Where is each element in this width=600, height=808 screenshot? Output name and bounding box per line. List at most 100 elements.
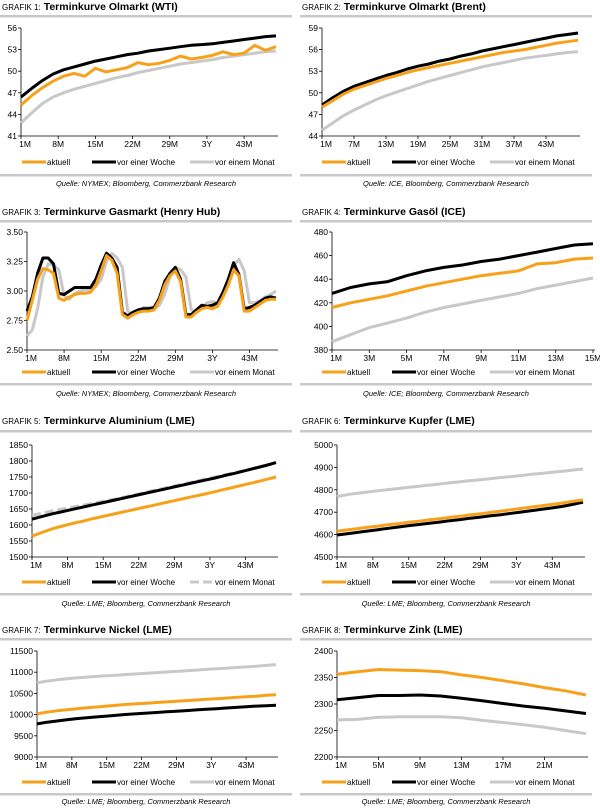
y-tick-label: 10500 xyxy=(9,688,33,698)
x-tick-label: 9M xyxy=(414,760,426,770)
series-line-vor-einem-monat xyxy=(336,715,587,736)
x-tick-label: 43M xyxy=(238,760,255,770)
y-tick-label: 480 xyxy=(314,227,328,237)
legend-item: vor einem Monat xyxy=(190,778,275,787)
legend-label: vor einem Monat xyxy=(515,778,575,787)
y-tick-label: 1700 xyxy=(9,488,28,498)
y-tick-label: 2.75 xyxy=(6,316,23,326)
x-tick-label: 37M xyxy=(506,139,523,149)
chart-title-text: Terminkurve Kupfer (LME) xyxy=(344,415,475,427)
series-line-vor-einer-woche xyxy=(336,500,584,537)
legend-label: aktuell xyxy=(347,368,370,377)
title-rule xyxy=(300,220,592,223)
series-line-vor-einer-woche xyxy=(20,34,277,99)
y-tick-label: 50 xyxy=(309,88,319,98)
x-tick-label: 13M xyxy=(453,760,470,770)
title-rule xyxy=(0,430,292,433)
chart-panel-6: GRAFIK 6: Terminkurve Kupfer (LME) 4500 460… xyxy=(300,415,592,608)
chart-title: GRAFIK 5: Terminkurve Aluminium (LME) xyxy=(2,415,195,427)
x-tick-label: 29M xyxy=(166,560,183,570)
y-tick-label: 10000 xyxy=(9,710,33,720)
x-tick-label: 13M xyxy=(547,353,564,363)
legend-item: vor einer Woche xyxy=(92,368,176,377)
chart-label: GRAFIK 2: xyxy=(302,3,341,12)
y-tick-label: 4800 xyxy=(314,485,333,495)
legend-item: vor einem Monat xyxy=(190,158,275,167)
y-tick-label: 3.50 xyxy=(6,227,23,237)
x-tick-label: 15M xyxy=(585,353,600,363)
legend-label: aktuell xyxy=(47,368,70,377)
y-tick-label: 1600 xyxy=(9,520,28,530)
y-tick-label: 400 xyxy=(314,321,328,331)
legend-item: aktuell xyxy=(322,368,370,377)
y-tick-label: 47 xyxy=(309,109,319,119)
x-tick-label: 15M xyxy=(95,560,112,570)
y-tick-label: 56 xyxy=(309,45,319,55)
source-rule xyxy=(0,793,292,796)
y-tick-label: 4700 xyxy=(314,507,333,517)
chart-title-text: Terminkurve Nickel (LME) xyxy=(44,624,172,636)
x-tick-label: 3Y xyxy=(206,760,217,770)
source-note: Quelle: LME; Bloomberg, Commerzbank Rese… xyxy=(62,797,231,806)
source-rule xyxy=(0,383,292,386)
legend-item: aktuell xyxy=(22,578,70,587)
legend-label: vor einem Monat xyxy=(215,578,275,587)
source-note: Quelle: ICE; Bloomberg, Commerzbank Rese… xyxy=(363,389,529,398)
series-line-aktuell xyxy=(31,475,277,538)
legend-label: vor einer Woche xyxy=(417,368,476,377)
x-tick-label: 7M xyxy=(348,139,360,149)
y-tick-label: 3.00 xyxy=(6,286,23,296)
legend-label: vor einem Monat xyxy=(215,158,275,167)
x-tick-label: 8M xyxy=(58,353,70,363)
y-tick-label: 4500 xyxy=(314,552,333,562)
x-tick-label: 3Y xyxy=(202,139,213,149)
x-tick-label: 5M xyxy=(373,760,385,770)
x-tick-label: 22M xyxy=(130,353,147,363)
y-tick-label: 56 xyxy=(8,23,18,33)
legend-item: aktuell xyxy=(322,578,370,587)
y-tick-label: 53 xyxy=(309,66,319,76)
x-tick-label: 29M xyxy=(472,560,489,570)
legend-item: vor einer Woche xyxy=(92,158,176,167)
series-line-vor-einem-monat xyxy=(36,663,277,685)
chart-label: GRAFIK 8: xyxy=(302,626,341,635)
legend-item: aktuell xyxy=(22,158,70,167)
legend-label: aktuell xyxy=(47,158,70,167)
x-tick-label: 29M xyxy=(161,139,178,149)
chart-label: GRAFIK 5: xyxy=(2,417,41,426)
source-note: Quelle: NYMEX; Bloomberg, Commerzbank Re… xyxy=(56,179,236,188)
legend-item: aktuell xyxy=(22,368,70,377)
chart-panel-8: GRAFIK 8: Terminkurve Zink (LME) 2200 2250 2… xyxy=(300,624,592,806)
x-tick-label: 22M xyxy=(133,760,150,770)
y-tick-label: 460 xyxy=(314,251,328,261)
legend-label: aktuell xyxy=(47,578,70,587)
chart-title-text: Terminkurve Gasöl (ICE) xyxy=(344,206,466,218)
y-tick-label: 1550 xyxy=(9,536,28,546)
legend-item: aktuell xyxy=(22,778,70,787)
chart-panel-3: GRAFIK 3: Terminkurve Gasmarkt (Henry Hub… xyxy=(0,206,292,398)
series-line-vor-einem-monat xyxy=(19,49,277,125)
series-line-aktuell xyxy=(321,38,579,109)
chart-label: GRAFIK 1: xyxy=(2,3,41,12)
x-tick-label: 43M xyxy=(236,139,253,149)
series-line-aktuell xyxy=(20,43,277,107)
x-tick-label: 11M xyxy=(510,353,526,363)
legend-item: vor einer Woche xyxy=(92,578,176,587)
y-tick-label: 380 xyxy=(314,345,328,355)
legend-item: vor einer Woche xyxy=(392,158,476,167)
legend-label: vor einer Woche xyxy=(117,778,176,787)
y-tick-label: 3.25 xyxy=(6,257,23,267)
x-tick-label: 29M xyxy=(168,760,185,770)
x-tick-label: 8M xyxy=(66,760,78,770)
series-line-vor-einem-monat xyxy=(321,50,579,132)
x-tick-label: 8M xyxy=(52,139,64,149)
x-tick-label: 1M xyxy=(19,139,31,149)
x-tick-label: 15M xyxy=(87,139,104,149)
x-tick-label: 1M xyxy=(320,139,332,149)
x-tick-label: 3Y xyxy=(511,560,522,570)
legend-item: vor einem Monat xyxy=(490,778,575,787)
y-tick-label: 11500 xyxy=(10,646,33,656)
source-note: Quelle: NYMEX; Bloomberg, Commerzbank Re… xyxy=(56,389,236,398)
legend-item: vor einem Monat xyxy=(490,158,575,167)
